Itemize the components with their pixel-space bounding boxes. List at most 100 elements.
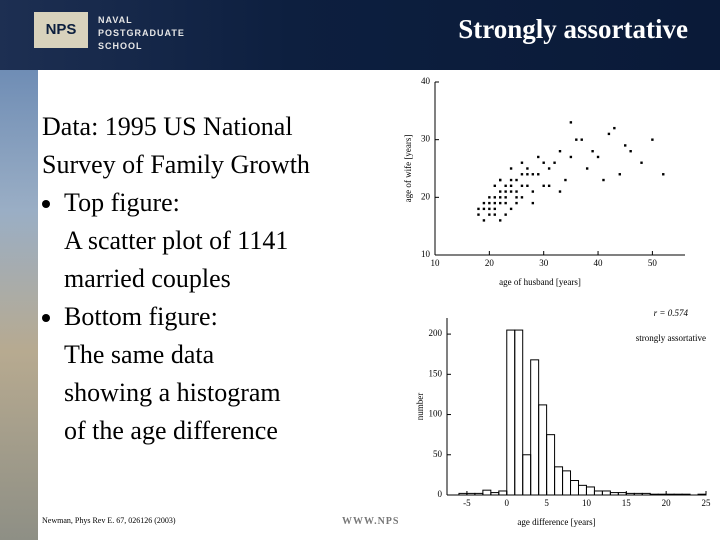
y-axis-label: age of wife [years] (403, 135, 413, 203)
bullet-line: A scatter plot of 1141 (64, 226, 289, 255)
point (662, 173, 665, 176)
y-tick-label: 20 (421, 191, 431, 201)
point (499, 196, 502, 199)
point (591, 150, 594, 153)
point (488, 213, 491, 216)
x-tick-label: 10 (431, 258, 441, 268)
x-tick-label: 40 (594, 258, 604, 268)
histogram-bar (673, 493, 683, 496)
logo-text: NAVAL POSTGRADUATE SCHOOL (98, 14, 185, 53)
point (504, 201, 507, 205)
point (585, 167, 589, 170)
point (537, 155, 540, 159)
bullet-list: Top figure: A scatter plot of 1141 marri… (42, 184, 310, 450)
bullet-line: The same data (64, 340, 215, 369)
point (493, 184, 496, 187)
bullet-line: of the age difference (64, 416, 278, 445)
point (558, 190, 562, 193)
point (493, 207, 496, 211)
point (629, 150, 632, 153)
point (482, 201, 486, 205)
point (509, 184, 513, 187)
intro-line: Survey of Family Growth (42, 150, 310, 179)
point (520, 173, 524, 176)
point (515, 178, 518, 182)
point (515, 196, 518, 199)
point (520, 184, 524, 187)
y-tick-label: 40 (421, 76, 431, 86)
x-tick-label: 0 (505, 498, 510, 508)
point (569, 121, 573, 124)
point (575, 138, 578, 141)
x-tick-label: 30 (539, 258, 549, 268)
annotation: r = 0.574 (654, 308, 689, 318)
point (520, 196, 524, 199)
x-tick-label: 5 (544, 498, 549, 508)
point (547, 167, 551, 170)
bullet-head: Top figure: (64, 188, 180, 217)
histogram-bar (681, 493, 691, 496)
point (499, 201, 502, 205)
point (488, 196, 491, 199)
body-text: Data: 1995 US National Survey of Family … (42, 108, 310, 450)
logo-line: NAVAL (98, 15, 133, 25)
point (504, 196, 507, 199)
point (509, 167, 513, 170)
point (542, 184, 545, 187)
annotation: strongly assortative (636, 333, 706, 343)
y-tick-label: 10 (421, 249, 431, 259)
x-tick-label: 20 (485, 258, 495, 268)
point (477, 213, 480, 216)
point (624, 144, 627, 147)
point (613, 126, 616, 130)
point (499, 178, 502, 182)
x-tick-label: 25 (702, 498, 712, 508)
point (531, 201, 535, 205)
bullet: Top figure: A scatter plot of 1141 marri… (64, 184, 310, 298)
point (509, 207, 513, 211)
point (531, 190, 535, 193)
point (493, 196, 496, 199)
point (488, 201, 491, 205)
logo-line: SCHOOL (98, 41, 143, 51)
y-tick-label: 30 (421, 134, 431, 144)
point (482, 207, 486, 211)
point (547, 184, 551, 187)
point (553, 161, 556, 164)
point (504, 213, 507, 216)
histogram-bar (697, 493, 707, 496)
point (504, 184, 507, 187)
intro-line: Data: 1995 US National (42, 112, 293, 141)
point (477, 207, 480, 211)
point (596, 155, 600, 159)
point (569, 155, 573, 159)
histogram-bar (546, 434, 556, 496)
logo-badge: NPS (34, 12, 88, 48)
point (526, 167, 529, 170)
point (531, 173, 535, 176)
histogram-bar (665, 493, 675, 496)
footer-url: WWW.NPS.EDU (342, 516, 428, 527)
point (526, 184, 529, 187)
point (493, 201, 496, 205)
bullet-head: Bottom figure: (64, 302, 218, 331)
point (640, 161, 643, 164)
point (564, 178, 567, 182)
x-tick-label: -5 (463, 498, 471, 508)
y-tick-label: 0 (438, 489, 443, 499)
header-band (0, 0, 720, 70)
point (493, 213, 496, 216)
point (526, 173, 529, 176)
x-tick-label: 10 (582, 498, 592, 508)
point (482, 219, 486, 222)
point (580, 138, 583, 141)
point (509, 178, 513, 182)
bullet-line: showing a histogram (64, 378, 281, 407)
x-tick-label: 20 (662, 498, 672, 508)
histogram-bar (649, 493, 659, 496)
point (488, 207, 491, 211)
x-tick-label: 50 (648, 258, 658, 268)
point (618, 173, 621, 176)
